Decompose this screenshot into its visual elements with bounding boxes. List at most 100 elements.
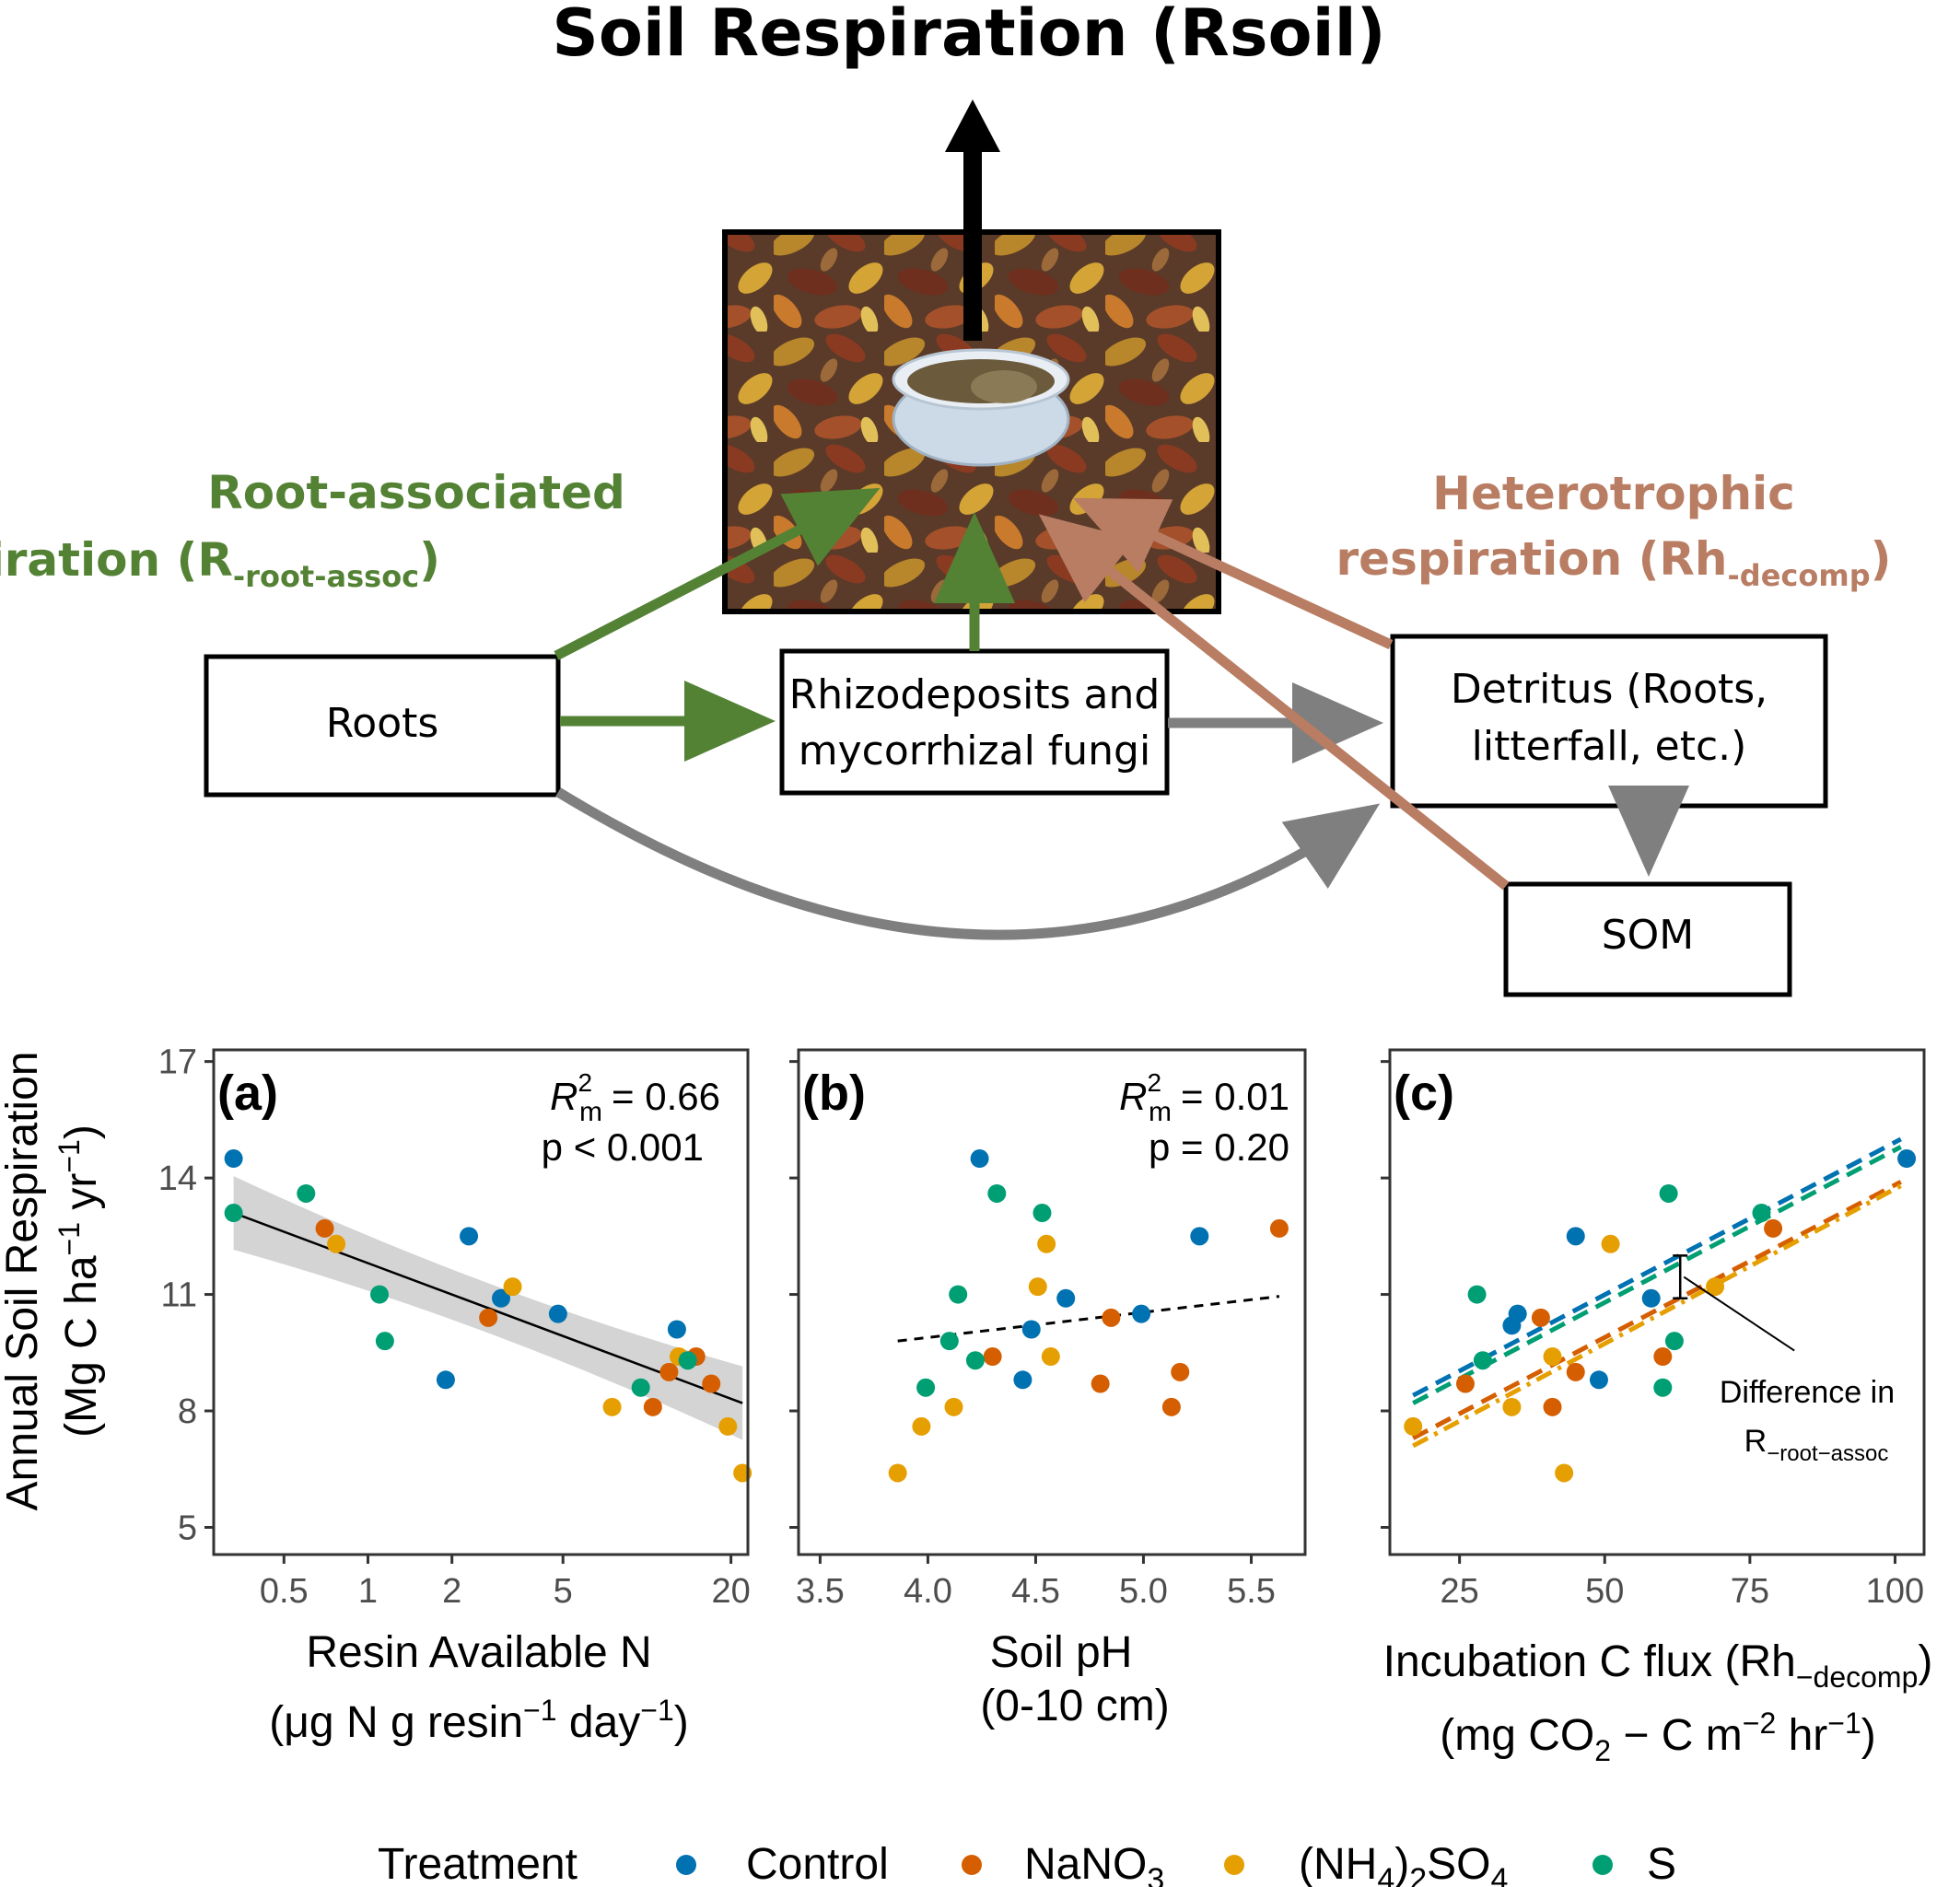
legend-swatch-control <box>676 1855 696 1875</box>
fit-line-(NH4)2SO4 <box>1412 1183 1902 1449</box>
data-point <box>1190 1227 1209 1246</box>
data-point <box>1589 1370 1608 1390</box>
x-tick-label: 25 <box>1441 1572 1479 1611</box>
y-axis-title-line2: (Mg C ha−1 yr−1) <box>52 1124 106 1438</box>
data-point <box>1543 1397 1562 1416</box>
data-point <box>888 1463 907 1483</box>
data-point <box>659 1362 679 1381</box>
data-point <box>718 1416 738 1436</box>
root-assoc-label-line2: respiration (R-root-assoc) <box>0 533 440 594</box>
panel-b-x-title-units: (0-10 cm) <box>980 1682 1169 1730</box>
y-tick-label: 11 <box>161 1276 197 1315</box>
data-point <box>1171 1362 1190 1381</box>
heterotrophic-label-line2: respiration (Rh-decomp) <box>1336 532 1892 593</box>
data-point <box>460 1227 479 1246</box>
data-point <box>1659 1183 1678 1203</box>
data-point <box>631 1378 650 1397</box>
y-tick-label: 14 <box>158 1159 197 1198</box>
legend-item-s: S <box>1647 1840 1676 1887</box>
panel-c-x-title-units: (mg CO2 − C m−2 hr−1) <box>1440 1706 1875 1767</box>
data-point <box>327 1234 346 1253</box>
panel-b-x-title: Soil pH <box>990 1628 1133 1677</box>
data-point <box>1021 1320 1041 1339</box>
legend-item-nano3: NaNO3 <box>1024 1840 1164 1887</box>
data-point <box>678 1351 697 1370</box>
panel-b-r2: R2 m = 0.01 <box>1119 1068 1289 1127</box>
x-tick-label: 20 <box>711 1572 750 1611</box>
data-point <box>1641 1288 1661 1308</box>
legend-title: Treatment <box>378 1840 578 1887</box>
data-point <box>1502 1316 1522 1335</box>
data-point <box>1028 1277 1047 1297</box>
data-point <box>315 1218 334 1238</box>
data-point <box>1467 1285 1487 1304</box>
data-point <box>1566 1362 1585 1381</box>
x-tick-label: 0.5 <box>260 1572 309 1611</box>
data-point <box>1037 1234 1056 1253</box>
panel-c-x-ticks: 25 50 75 100 <box>1381 1060 1924 1611</box>
data-point <box>492 1288 511 1308</box>
data-point <box>548 1304 567 1323</box>
svg-text:Roots: Roots <box>326 700 439 747</box>
panel-a-p: p < 0.001 <box>542 1125 704 1169</box>
data-point <box>1269 1218 1289 1238</box>
legend-swatch-nano3 <box>962 1855 982 1875</box>
x-tick-label: 1 <box>358 1572 378 1611</box>
data-point <box>916 1378 936 1397</box>
y-axis-title-line1: Annual Soil Respiration <box>0 1052 47 1511</box>
data-point <box>602 1397 622 1416</box>
data-point <box>1473 1351 1492 1370</box>
panel-b-label: (b) <box>802 1066 866 1121</box>
data-point <box>375 1332 394 1351</box>
data-point <box>370 1285 390 1304</box>
data-point <box>1706 1277 1725 1297</box>
legend-swatch-nh42so4 <box>1224 1855 1244 1875</box>
data-point <box>1404 1416 1423 1436</box>
data-point <box>643 1397 662 1416</box>
svg-text:Rhizodeposits and: Rhizodeposits and <box>789 671 1161 718</box>
data-point <box>1752 1204 1771 1223</box>
panel-a-label: (a) <box>217 1066 278 1121</box>
data-point <box>503 1277 522 1297</box>
data-point <box>1566 1227 1585 1246</box>
box-roots: Roots <box>204 654 561 798</box>
data-point <box>1132 1304 1151 1323</box>
data-point <box>1543 1347 1562 1367</box>
panel-c-annotation-line1: Difference in <box>1720 1375 1895 1410</box>
y-tick-label: 5 <box>178 1508 197 1547</box>
y-axis-ticks: 5 8 11 14 17 <box>158 1043 214 1547</box>
y-tick-label: 8 <box>178 1392 197 1431</box>
legend: Treatment Control NaNO3 (NH4)2SO4 S <box>378 1840 1676 1887</box>
x-tick-label: 100 <box>1866 1572 1924 1611</box>
soil-respiration-arrow <box>945 99 1000 341</box>
svg-text:Detritus (Roots,: Detritus (Roots, <box>1451 666 1768 713</box>
data-point <box>1555 1463 1574 1483</box>
root-assoc-label-line1: Root-associated <box>207 466 625 519</box>
x-tick-label: 3.5 <box>796 1572 845 1611</box>
legend-item-nh42so4: (NH4)2SO4 <box>1299 1840 1508 1887</box>
svg-text:mycorrhizal fungi: mycorrhizal fungi <box>799 728 1150 775</box>
x-tick-label: 50 <box>1585 1572 1624 1611</box>
x-tick-label: 75 <box>1731 1572 1769 1611</box>
data-point <box>1032 1204 1052 1223</box>
data-point <box>944 1397 963 1416</box>
x-tick-label: 5 <box>554 1572 573 1611</box>
data-point <box>1455 1374 1475 1393</box>
x-tick-label: 4.5 <box>1011 1572 1060 1611</box>
fit-line-NaNO3 <box>1412 1180 1902 1440</box>
data-point <box>912 1416 931 1436</box>
panel-a-x-title-units: (μg N g resin−1 day−1) <box>269 1694 688 1747</box>
x-tick-label: 5.5 <box>1227 1572 1276 1611</box>
panel-b-x-ticks: 3.5 4.0 4.5 5.0 5.5 <box>789 1060 1276 1611</box>
panel-a-r2: R2 m = 0.66 <box>550 1068 720 1127</box>
data-point <box>1897 1149 1917 1169</box>
data-point <box>987 1183 1007 1203</box>
data-point <box>1531 1308 1550 1327</box>
data-point <box>224 1149 243 1169</box>
fit-line-S <box>1412 1145 1902 1405</box>
y-tick-label: 17 <box>158 1043 197 1082</box>
diagram-arrows <box>554 487 1689 940</box>
data-point <box>1161 1397 1181 1416</box>
panel-a-x-ticks: 0.5 1 2 5 20 <box>260 1555 751 1611</box>
x-tick-label: 4.0 <box>904 1572 952 1611</box>
